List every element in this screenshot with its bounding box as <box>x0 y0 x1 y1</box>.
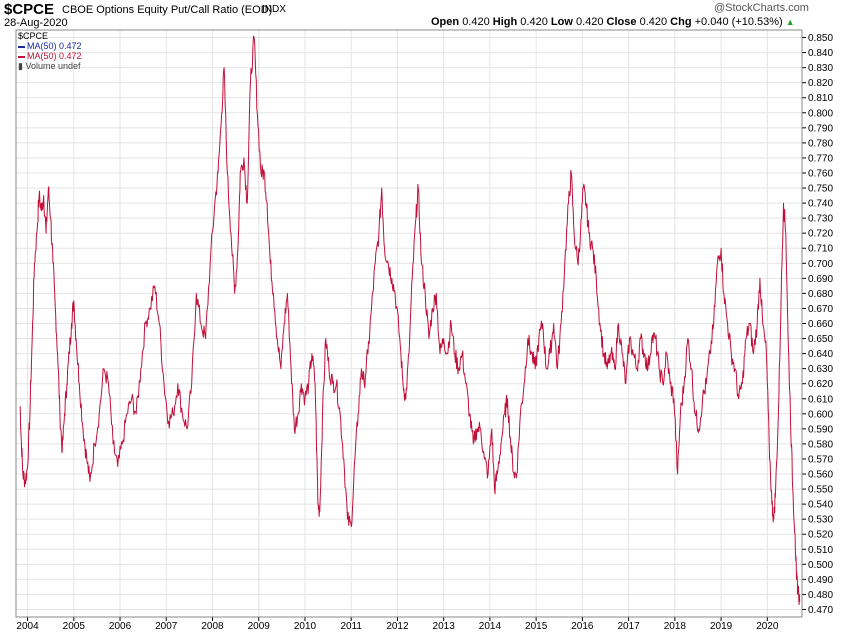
y-tick-label: 0.780 <box>808 138 833 149</box>
legend-ma2-label: MA(50) 0.472 <box>27 51 82 61</box>
close-label: Close <box>606 16 637 28</box>
y-tick-label: 0.830 <box>808 63 833 74</box>
y-tick-label: 0.790 <box>808 123 833 134</box>
y-tick-label: 0.580 <box>808 439 833 450</box>
stockcharts-watermark: @StockCharts.com <box>714 2 809 14</box>
legend-ma1-label: MA(50) 0.472 <box>27 41 82 51</box>
y-tick-label: 0.810 <box>808 93 833 104</box>
up-arrow-icon: ▲ <box>785 17 795 27</box>
high-label: High <box>492 16 518 28</box>
y-tick-label: 0.570 <box>808 454 833 465</box>
y-tick-label: 0.620 <box>808 379 833 390</box>
y-tick-label: 0.690 <box>808 274 833 285</box>
low-label: Low <box>550 16 573 28</box>
y-tick-label: 0.680 <box>808 289 833 300</box>
y-tick-label: 0.670 <box>808 304 833 315</box>
x-tick-label: 2013 <box>433 621 456 632</box>
y-tick-label: 0.480 <box>808 590 833 601</box>
y-tick-label: 0.770 <box>808 153 833 164</box>
x-tick-label: 2019 <box>710 621 733 632</box>
y-tick-label: 0.650 <box>808 334 833 345</box>
y-tick-label: 0.540 <box>808 500 833 511</box>
y-tick-label: 0.490 <box>808 575 833 586</box>
x-tick-label: 2011 <box>340 621 362 632</box>
y-tick-label: 0.470 <box>808 605 833 616</box>
high-value: 0.420 <box>520 16 548 28</box>
x-tick-label: 2012 <box>386 621 409 632</box>
y-tick-label: 0.640 <box>808 349 833 360</box>
y-tick-label: 0.700 <box>808 259 833 270</box>
y-tick-label: 0.500 <box>808 560 833 571</box>
y-tick-label: 0.510 <box>808 545 833 556</box>
x-tick-label: 2020 <box>756 621 779 632</box>
y-tick-label: 0.820 <box>808 78 833 89</box>
legend-volume-label: Volume undef <box>25 61 81 71</box>
x-tick-label: 2006 <box>109 621 132 632</box>
y-tick-label: 0.660 <box>808 319 833 330</box>
y-tick-label: 0.590 <box>808 424 833 435</box>
exchange-label: INDX <box>262 4 286 15</box>
y-tick-label: 0.760 <box>808 168 833 179</box>
ma2-swatch-icon <box>18 55 25 58</box>
chart-date: 28-Aug-2020 <box>4 17 68 29</box>
y-tick-label: 0.730 <box>808 214 833 225</box>
x-tick-label: 2016 <box>571 621 594 632</box>
y-tick-label: 0.710 <box>808 244 833 255</box>
x-tick-label: 2009 <box>248 621 271 632</box>
y-tick-label: 0.840 <box>808 48 833 59</box>
x-tick-label: 2008 <box>201 621 224 632</box>
chg-label: Chg <box>670 16 692 28</box>
y-tick-label: 0.800 <box>808 108 833 119</box>
x-tick-label: 2010 <box>294 621 317 632</box>
y-tick-label: 0.610 <box>808 394 833 405</box>
legend-ma2: MA(50) 0.472 <box>18 51 82 61</box>
ma1-swatch-icon <box>18 45 25 48</box>
y-tick-label: 0.720 <box>808 229 833 240</box>
x-tick-label: 2014 <box>479 621 502 632</box>
open-label: Open <box>431 16 460 28</box>
x-tick-label: 2015 <box>525 621 548 632</box>
series-line-ma50 <box>19 35 801 606</box>
y-tick-label: 0.630 <box>808 364 833 375</box>
close-value: 0.420 <box>639 16 668 28</box>
open-value: 0.420 <box>462 16 490 28</box>
x-tick-label: 2005 <box>63 621 86 632</box>
y-tick-label: 0.740 <box>808 199 833 210</box>
x-tick-label: 2017 <box>617 621 640 632</box>
y-tick-label: 0.750 <box>808 184 833 195</box>
low-value: 0.420 <box>575 16 604 28</box>
x-tick-label: 2007 <box>155 621 178 632</box>
volume-bars-icon: ▮ <box>18 61 23 71</box>
chart-subtitle: CBOE Options Equity Put/Call Ratio (EOD) <box>62 4 273 16</box>
y-tick-label: 0.520 <box>808 530 833 541</box>
y-tick-label: 0.560 <box>808 470 833 481</box>
y-tick-label: 0.530 <box>808 515 833 526</box>
y-tick-label: 0.850 <box>808 33 833 44</box>
legend-ma1: MA(50) 0.472 <box>18 41 82 51</box>
y-tick-label: 0.550 <box>808 485 833 496</box>
ticker-symbol: $CPCE <box>4 1 55 18</box>
legend-volume: ▮ Volume undef <box>18 61 81 72</box>
x-tick-label: 2004 <box>16 621 39 632</box>
x-tick-label: 2018 <box>664 621 687 632</box>
legend-symbol: $CPCE <box>18 31 49 41</box>
y-tick-label: 0.600 <box>808 409 833 420</box>
plot-frame <box>15 29 803 618</box>
ohlc-summary: Open 0.420 High 0.420 Low 0.420 Close 0.… <box>431 16 795 28</box>
chg-value: +0.040 (+10.53%) <box>694 16 783 28</box>
